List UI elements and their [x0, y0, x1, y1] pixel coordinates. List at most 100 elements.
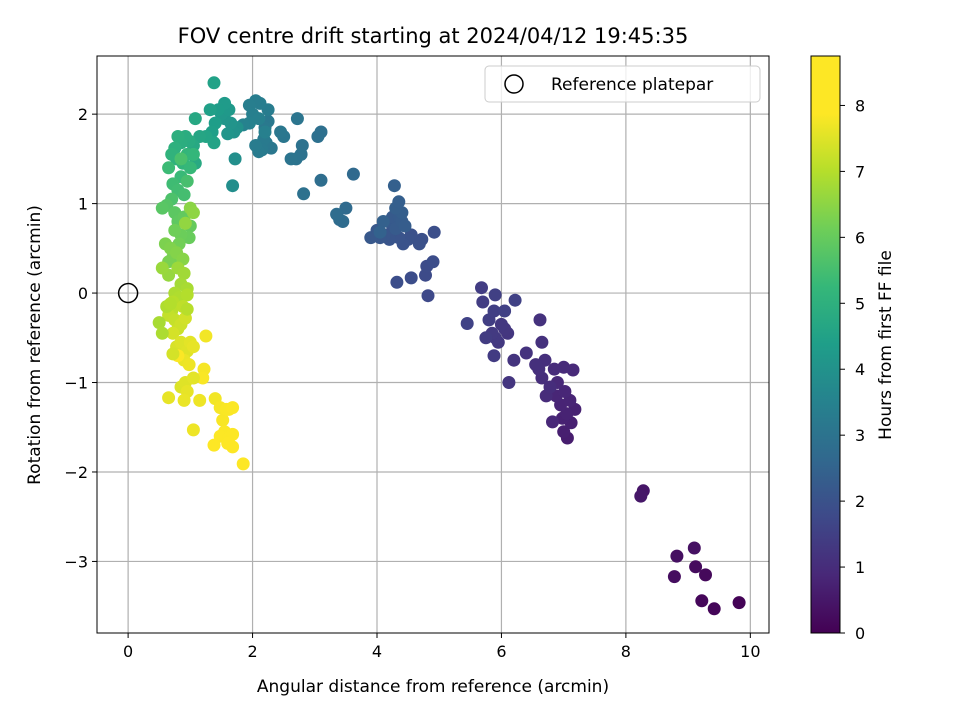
scatter-points	[117, 76, 746, 616]
scatter-point	[180, 288, 194, 302]
scatter-point	[427, 225, 441, 239]
scatter-point	[290, 112, 304, 126]
colorbar-ticks: 0 1 2 3 4 5 6 7 8	[840, 96, 865, 643]
scatter-point	[228, 152, 242, 166]
scatter-point	[533, 313, 547, 327]
y-tick-label: 1	[78, 195, 88, 214]
scatter-point	[188, 112, 202, 126]
scatter-point	[274, 125, 288, 139]
colorbar: 0 1 2 3 4 5 6 7 8 Hours from first FF file	[810, 55, 896, 643]
scatter-point	[707, 602, 721, 616]
scatter-point	[558, 385, 572, 398]
colorbar-tick-label: 6	[855, 228, 865, 247]
scatter-point	[258, 125, 272, 139]
scatter-point	[519, 346, 533, 360]
scatter-point	[634, 489, 648, 503]
scatter-point	[186, 206, 200, 220]
scatter-point	[535, 335, 549, 349]
scatter-point	[155, 201, 169, 215]
scatter-point	[392, 195, 406, 209]
scatter-point	[460, 317, 474, 330]
legend-reference-marker	[504, 74, 524, 94]
reference-platepar-marker	[117, 282, 139, 304]
scatter-point	[186, 340, 200, 354]
scatter-point	[498, 304, 512, 318]
y-tick-label: −2	[64, 463, 88, 482]
scatter-point	[226, 401, 240, 415]
colorbar-tick-label: 4	[855, 360, 865, 379]
scatter-point	[297, 187, 311, 201]
legend-reference-label: Reference platepar	[551, 75, 713, 95]
x-tick-label: 2	[247, 642, 257, 661]
scatter-point	[373, 225, 387, 239]
scatter-point	[162, 161, 176, 175]
scatter-point	[687, 541, 701, 555]
scatter-point	[311, 130, 325, 143]
scatter-point	[475, 281, 488, 295]
x-axis-ticks: 0 2 4 6 8 10	[123, 633, 761, 661]
scatter-point	[314, 173, 328, 187]
colorbar-tick-label: 7	[855, 162, 865, 181]
colorbar-tick-label: 8	[855, 96, 865, 115]
scatter-point	[295, 139, 309, 152]
colorbar-tick-label: 2	[855, 492, 865, 511]
scatter-point	[387, 179, 401, 193]
scatter-point	[155, 261, 169, 275]
scatter-point	[177, 393, 191, 407]
colorbar-label: Hours from first FF file	[876, 250, 896, 440]
x-axis-label: Angular distance from reference (arcmin)	[257, 677, 609, 697]
scatter-point	[670, 549, 684, 563]
scatter-point	[216, 413, 230, 427]
scatter-point	[543, 380, 557, 394]
scatter-point	[193, 393, 207, 407]
scatter-point	[186, 423, 200, 437]
scatter-point	[404, 271, 418, 285]
scatter-point	[178, 216, 192, 230]
scatter-point	[207, 76, 221, 90]
scatter-point	[412, 237, 426, 251]
scatter-point	[557, 425, 571, 439]
x-tick-label: 8	[621, 642, 631, 661]
scatter-point	[695, 594, 709, 608]
scatter-point	[168, 223, 182, 237]
scatter-point	[346, 167, 360, 181]
y-tick-label: −3	[64, 552, 88, 571]
scatter-point	[186, 147, 200, 161]
legend[interactable]: Reference platepar	[484, 65, 761, 103]
scatter-point	[226, 179, 240, 193]
y-tick-label: −1	[64, 374, 88, 393]
scatter-point	[398, 219, 412, 233]
scatter-point	[163, 297, 177, 311]
scatter-point	[155, 326, 169, 340]
chart-title: FOV centre drift starting at 2024/04/12 …	[178, 24, 689, 48]
scatter-point	[699, 568, 712, 582]
scatter-point	[180, 302, 194, 316]
scatter-point	[236, 457, 250, 471]
x-tick-label: 10	[740, 642, 760, 661]
colorbar-tick-label: 0	[855, 624, 865, 643]
colorbar-gradient	[810, 55, 841, 634]
scatter-point	[507, 353, 521, 367]
scatter-point	[207, 438, 221, 452]
scatter-point	[487, 304, 501, 318]
scatter-point	[166, 347, 180, 361]
scatter-point	[177, 188, 191, 202]
legend-box	[484, 65, 761, 103]
scatter-point	[180, 174, 194, 188]
scatter-point	[502, 376, 516, 389]
scatter-point	[547, 362, 561, 376]
scatter-point	[732, 596, 746, 610]
y-tick-label: 0	[78, 284, 88, 303]
plot-frame	[96, 55, 770, 634]
scatter-point	[186, 371, 200, 385]
scatter-point	[284, 152, 298, 166]
scatter-point	[390, 275, 404, 289]
scatter-point	[339, 201, 353, 215]
scatter-point	[667, 570, 681, 584]
scatter-point	[182, 358, 196, 372]
scatter-point	[689, 560, 703, 574]
scatter-point	[487, 349, 501, 363]
scatter-point	[183, 161, 197, 175]
scatter-point	[166, 326, 180, 340]
scatter-point	[494, 317, 508, 331]
